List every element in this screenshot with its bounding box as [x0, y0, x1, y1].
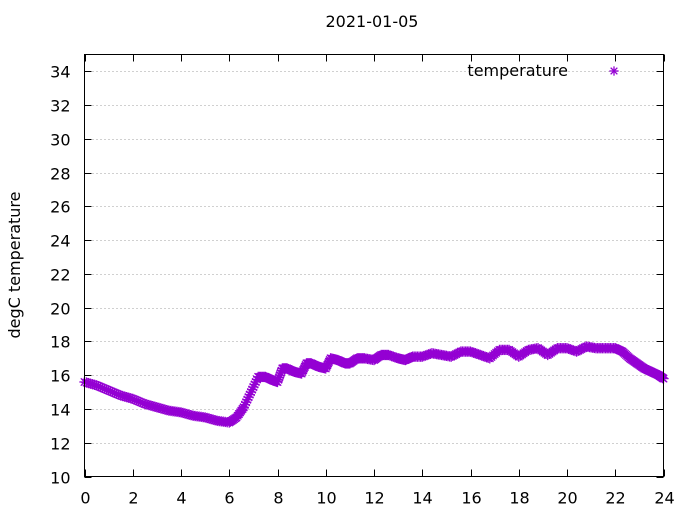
plot-frame [84, 54, 664, 477]
x-tick-label: 6 [224, 489, 234, 508]
x-tick-label: 10 [316, 489, 336, 508]
y-tick-label: 20 [50, 300, 70, 319]
x-tick-label: 0 [80, 489, 90, 508]
y-tick-label: 16 [50, 367, 70, 386]
legend: temperature [467, 61, 619, 80]
x-tick-label: 18 [509, 489, 529, 508]
y-tick-label: 28 [50, 165, 70, 184]
x-tick-label: 16 [461, 489, 481, 508]
x-tick-label: 12 [364, 489, 384, 508]
y-tick-label: 24 [50, 232, 70, 251]
legend-marker-star-icon [609, 66, 619, 76]
x-tick-label: 8 [273, 489, 283, 508]
x-tick-label: 24 [654, 489, 674, 508]
y-axis-label: degC temperature [5, 192, 24, 339]
legend-star-icon [609, 66, 619, 76]
y-tick-label: 32 [50, 97, 70, 116]
x-tick-labels: 0 2 4 6 8 10 12 14 16 18 20 22 24 [80, 489, 674, 508]
y-tick-label: 22 [50, 266, 70, 285]
x-tick-label: 22 [605, 489, 625, 508]
x-tick-label: 14 [412, 489, 432, 508]
y-tick-labels: 10 12 14 16 18 20 22 24 26 28 30 32 34 [50, 63, 70, 488]
grid-lines [84, 71, 664, 444]
y-tick-label: 14 [50, 401, 70, 420]
x-tick-label: 2 [128, 489, 138, 508]
data-points [79, 341, 669, 428]
y-tick-label: 34 [50, 63, 70, 82]
y-tick-label: 10 [50, 469, 70, 488]
x-tick-label: 20 [557, 489, 577, 508]
y-tick-label: 26 [50, 198, 70, 217]
y-tick-label: 18 [50, 333, 70, 352]
legend-label: temperature [467, 61, 568, 80]
y-tick-label: 30 [50, 131, 70, 150]
y-tick-label: 12 [50, 435, 70, 454]
chart-title: 2021-01-05 [326, 12, 419, 31]
x-tick-label: 4 [176, 489, 186, 508]
